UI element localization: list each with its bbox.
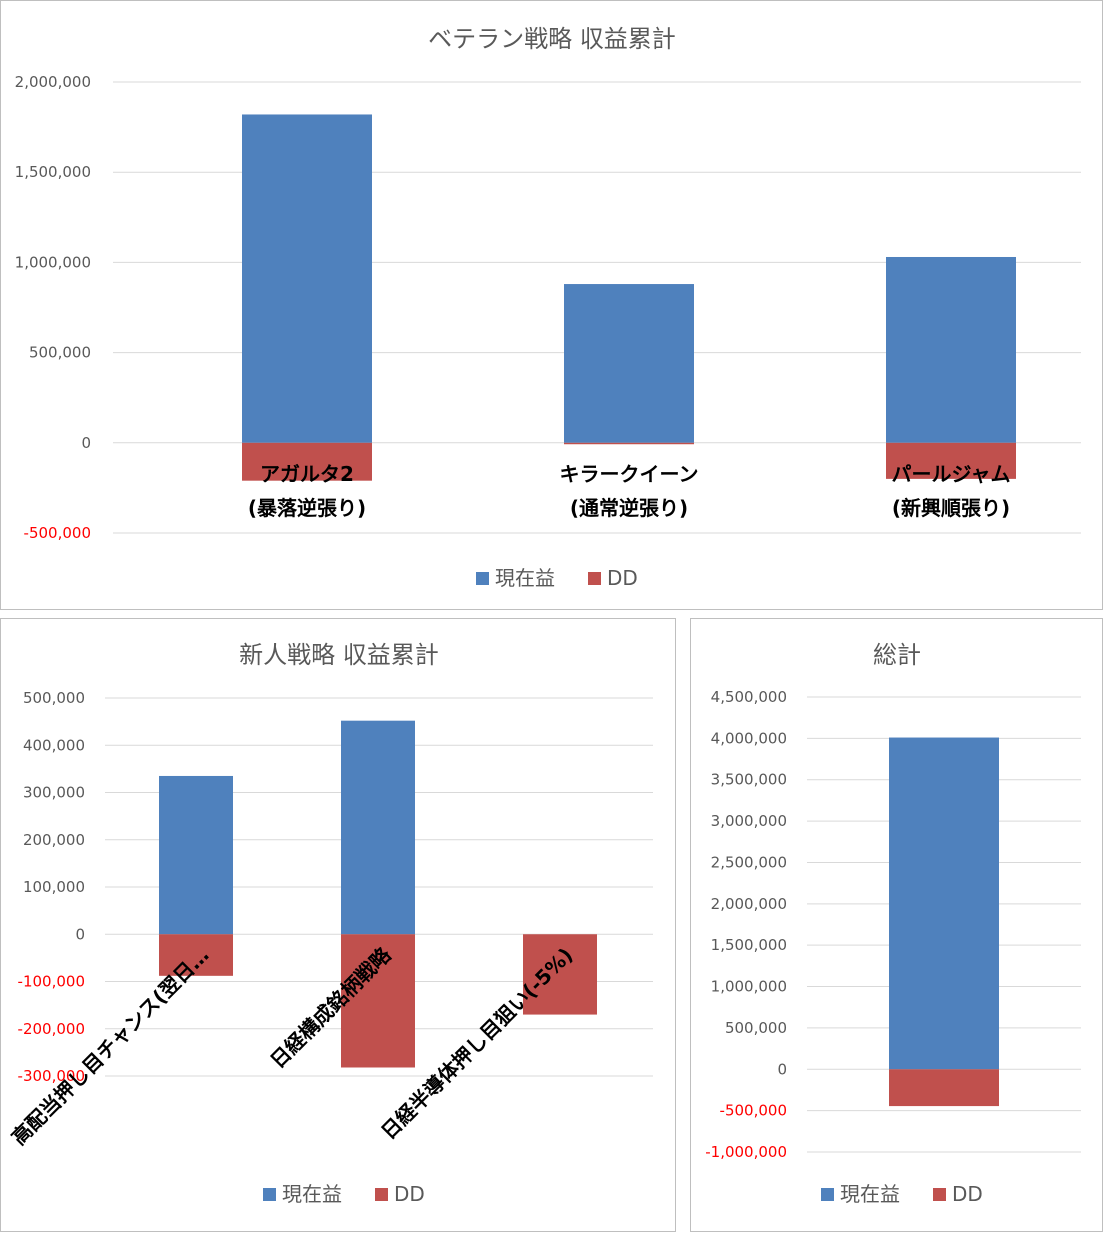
legend-swatch bbox=[933, 1188, 946, 1201]
veteran-chart: ベテラン戦略 収益累計 2,000,000 1,500,000 1,000,000 50… bbox=[15, 25, 1081, 590]
bar-profit bbox=[242, 114, 372, 443]
category-label: キラークイーン bbox=[560, 462, 699, 486]
y-tick-label: 2,500,000 bbox=[711, 853, 787, 871]
legend-label: DD bbox=[952, 1182, 983, 1206]
y-tick-label: 1,500,000 bbox=[15, 163, 91, 181]
legend-label: 現在益 bbox=[840, 1182, 900, 1206]
bar-dd bbox=[889, 1069, 999, 1107]
bar-dd bbox=[886, 442, 1016, 479]
category-label: (暴落逆張り) bbox=[248, 496, 366, 520]
legend: 現在益 DD bbox=[263, 1182, 425, 1206]
y-tick-label: -100,000 bbox=[18, 973, 85, 991]
y-tick-label: -500,000 bbox=[720, 1102, 787, 1120]
y-tick-label: 300,000 bbox=[23, 784, 85, 802]
bar-dd bbox=[564, 442, 694, 445]
y-tick-label: 100,000 bbox=[23, 878, 85, 896]
y-tick-label: 3,500,000 bbox=[711, 771, 787, 789]
bar-profit bbox=[159, 775, 233, 935]
y-tick-label: 200,000 bbox=[23, 831, 85, 849]
legend-label: DD bbox=[607, 566, 638, 590]
y-tick-label: 1,000,000 bbox=[15, 253, 91, 271]
y-tick-label: 500,000 bbox=[29, 344, 91, 362]
legend-swatch bbox=[263, 1188, 276, 1201]
legend-swatch bbox=[375, 1188, 388, 1201]
y-tick-label: 4,500,000 bbox=[711, 688, 787, 706]
bar-profit bbox=[886, 256, 1016, 443]
category-label: パールジャム bbox=[892, 462, 1011, 486]
bar-dd bbox=[159, 934, 233, 976]
chart-title: 総計 bbox=[873, 641, 921, 669]
bar-dd bbox=[341, 934, 415, 1068]
y-tick-label: -200,000 bbox=[18, 1020, 85, 1038]
bar-dd bbox=[523, 934, 597, 1015]
y-tick-label: 0 bbox=[75, 925, 85, 943]
bar-dd bbox=[242, 442, 372, 481]
legend-swatch bbox=[476, 572, 489, 585]
rookie-chart-panel: 新人戦略 収益累計 500,000 400,000 300,000 200,000 100… bbox=[0, 618, 676, 1232]
y-tick-label: -300,000 bbox=[18, 1067, 85, 1085]
y-tick-label: -500,000 bbox=[24, 524, 91, 542]
category-label: (新興順張り) bbox=[892, 496, 1010, 520]
y-tick-label: 2,000,000 bbox=[15, 73, 91, 91]
legend-label: 現在益 bbox=[282, 1182, 342, 1206]
total-chart-panel: 総計 4,500,000 4,000,000 3,500,000 3,000,000 2,… bbox=[690, 618, 1103, 1232]
category-label: アガルタ2 bbox=[260, 462, 354, 486]
category-label: (通常逆張り) bbox=[570, 496, 688, 520]
y-tick-label: 0 bbox=[81, 434, 91, 452]
bar-profit bbox=[564, 284, 694, 443]
y-tick-label: 4,000,000 bbox=[711, 729, 787, 747]
y-tick-label: 1,000,000 bbox=[711, 978, 787, 996]
y-tick-label: -1,000,000 bbox=[705, 1143, 787, 1161]
veteran-chart-panel: ベテラン戦略 収益累計 2,000,000 1,500,000 1,000,000 50… bbox=[0, 0, 1103, 610]
total-chart: 総計 4,500,000 4,000,000 3,500,000 3,000,000 2,… bbox=[705, 641, 1081, 1206]
legend-swatch bbox=[821, 1188, 834, 1201]
legend-swatch bbox=[588, 572, 601, 585]
legend: 現在益 DD bbox=[821, 1182, 983, 1206]
legend-label: 現在益 bbox=[495, 566, 555, 590]
legend-label: DD bbox=[394, 1182, 425, 1206]
chart-title: 新人戦略 収益累計 bbox=[239, 641, 439, 669]
legend: 現在益 DD bbox=[476, 566, 638, 590]
bar-profit bbox=[889, 737, 999, 1070]
y-tick-label: 2,000,000 bbox=[711, 895, 787, 913]
bar-profit bbox=[341, 720, 415, 935]
y-tick-label: 3,000,000 bbox=[711, 812, 787, 830]
y-tick-label: 1,500,000 bbox=[711, 936, 787, 954]
y-tick-label: 500,000 bbox=[725, 1019, 787, 1037]
y-tick-label: 0 bbox=[777, 1060, 787, 1078]
y-tick-label: 500,000 bbox=[23, 689, 85, 707]
y-tick-label: 400,000 bbox=[23, 736, 85, 754]
chart-title: ベテラン戦略 収益累計 bbox=[428, 25, 676, 53]
rookie-chart: 新人戦略 収益累計 500,000 400,000 300,000 200,000 100… bbox=[7, 641, 653, 1206]
